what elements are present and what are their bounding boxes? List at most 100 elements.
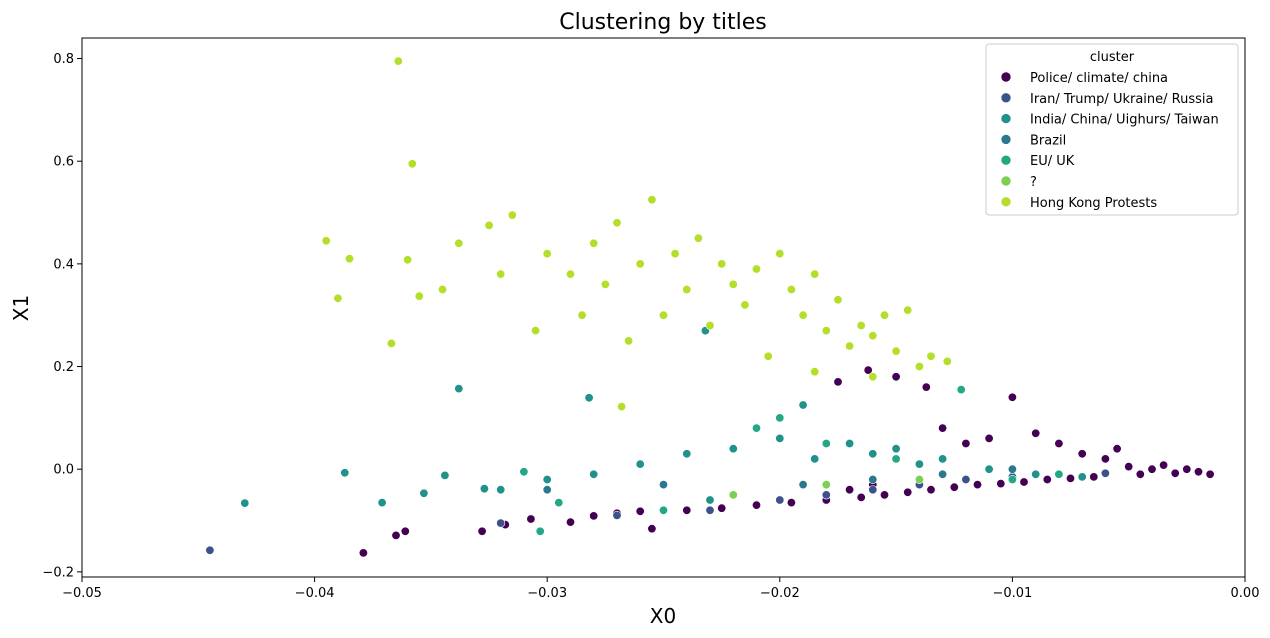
- data-point: [833, 377, 843, 387]
- data-point: [705, 320, 715, 330]
- y-tick-label: 0.6: [53, 155, 74, 170]
- data-point: [728, 444, 738, 454]
- data-point: [728, 279, 738, 289]
- data-point: [775, 495, 785, 505]
- data-point: [728, 490, 738, 500]
- data-point: [670, 249, 680, 259]
- data-point: [635, 259, 645, 269]
- data-point: [956, 385, 966, 395]
- plot-frame: [81, 37, 1246, 578]
- data-point: [868, 331, 878, 341]
- data-point: [612, 510, 622, 520]
- y-axis-label: X1: [9, 295, 33, 321]
- legend-label: India/ China/ Uighurs/ Taiwan: [1030, 113, 1219, 128]
- data-point: [526, 514, 536, 524]
- data-point: [403, 255, 413, 265]
- data-point: [961, 474, 971, 484]
- data-point: [868, 372, 878, 382]
- data-point: [437, 284, 447, 294]
- data-point: [531, 326, 541, 336]
- data-point: [1205, 469, 1215, 479]
- data-point: [856, 492, 866, 502]
- data-point: [577, 310, 587, 320]
- data-point: [1170, 468, 1180, 478]
- data-point: [1031, 428, 1041, 438]
- data-point: [891, 454, 901, 464]
- data-point: [938, 454, 948, 464]
- data-point: [340, 468, 350, 478]
- data-point: [972, 480, 982, 490]
- data-point: [542, 485, 552, 495]
- data-point: [821, 490, 831, 500]
- y-tick-label: −0.2: [42, 565, 74, 580]
- x-tick-label: −0.04: [295, 586, 335, 601]
- data-point: [391, 530, 401, 540]
- legend-marker: [1000, 154, 1012, 166]
- data-point: [1124, 462, 1134, 472]
- data-point: [496, 485, 506, 495]
- data-point: [798, 400, 808, 410]
- data-point: [612, 218, 622, 228]
- data-point: [542, 474, 552, 484]
- x-tick-label: −0.05: [62, 586, 102, 601]
- data-point: [496, 269, 506, 279]
- data-point: [821, 326, 831, 336]
- data-point: [477, 526, 487, 536]
- data-point: [775, 249, 785, 259]
- data-point: [565, 517, 575, 527]
- data-point: [868, 474, 878, 484]
- legend-marker: [1000, 196, 1012, 208]
- data-point: [344, 254, 354, 264]
- y-tick-label: 0.8: [53, 52, 74, 67]
- data-point: [856, 320, 866, 330]
- data-point: [810, 454, 820, 464]
- legend-title: cluster: [1090, 50, 1135, 65]
- x-tick-label: 0.00: [1231, 586, 1260, 601]
- data-point: [440, 470, 450, 480]
- data-point: [705, 505, 715, 515]
- data-point: [961, 438, 971, 448]
- data-point: [949, 482, 959, 492]
- data-point: [740, 300, 750, 310]
- data-point: [484, 220, 494, 230]
- data-point: [751, 264, 761, 274]
- data-point: [845, 341, 855, 351]
- data-point: [584, 393, 594, 403]
- data-point: [1007, 464, 1017, 474]
- data-point: [914, 361, 924, 371]
- data-point: [891, 346, 901, 356]
- data-point: [658, 505, 668, 515]
- x-tick-label: −0.01: [992, 586, 1032, 601]
- data-point: [984, 433, 994, 443]
- data-point: [419, 488, 429, 498]
- data-point: [1007, 392, 1017, 402]
- data-point: [1182, 464, 1192, 474]
- data-point: [786, 284, 796, 294]
- data-point: [205, 545, 215, 555]
- data-point: [821, 438, 831, 448]
- data-point: [407, 159, 417, 169]
- data-point: [693, 233, 703, 243]
- data-point: [1147, 464, 1157, 474]
- legend-label: Iran/ Trump/ Ukraine/ Russia: [1030, 92, 1213, 107]
- data-point: [414, 291, 424, 301]
- data-point: [810, 269, 820, 279]
- data-point: [1054, 438, 1064, 448]
- x-tick-label: −0.02: [760, 586, 800, 601]
- data-point: [589, 469, 599, 479]
- data-point: [658, 480, 668, 490]
- legend-marker: [1000, 134, 1012, 145]
- data-point: [984, 464, 994, 474]
- data-point: [891, 444, 901, 454]
- data-point: [542, 249, 552, 259]
- data-point: [868, 449, 878, 459]
- data-point: [400, 526, 410, 536]
- data-point: [845, 438, 855, 448]
- legend-label: Hong Kong Protests: [1030, 196, 1157, 211]
- data-point: [1019, 477, 1029, 487]
- data-point: [786, 498, 796, 508]
- data-point: [393, 56, 403, 66]
- data-point: [938, 423, 948, 433]
- data-point: [358, 548, 368, 558]
